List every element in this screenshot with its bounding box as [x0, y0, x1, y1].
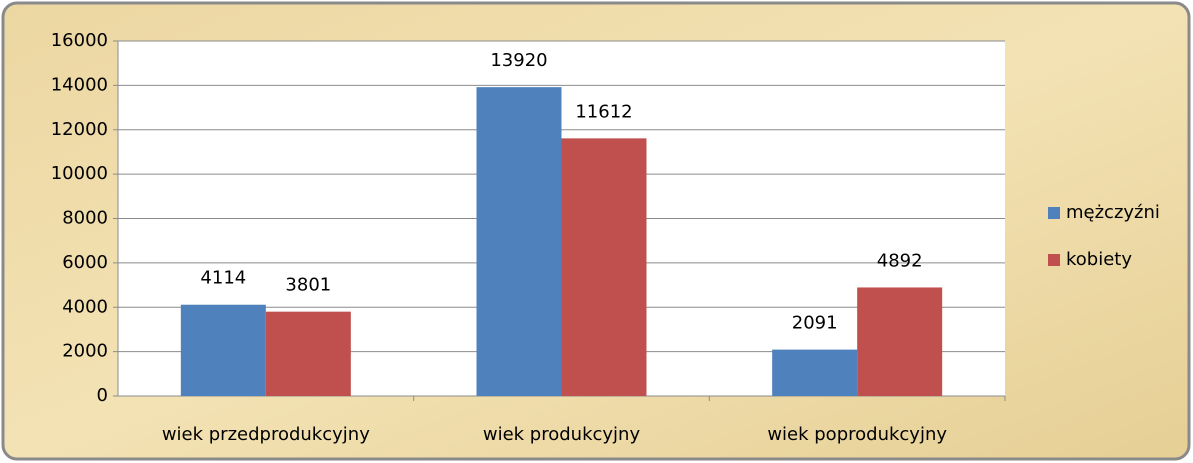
- bar: [265, 311, 351, 396]
- bar: [476, 87, 562, 397]
- legend-swatch: [1048, 207, 1060, 219]
- legend-swatch: [1048, 254, 1060, 266]
- y-tick-label: 6000: [62, 252, 108, 273]
- y-tick-label: 4000: [62, 296, 108, 317]
- x-tick-label: wiek produkcyjny: [483, 424, 641, 445]
- value-label: 11612: [575, 101, 632, 122]
- value-label: 4114: [200, 268, 246, 289]
- legend-label: kobiety: [1066, 249, 1132, 270]
- value-label: 4892: [877, 250, 923, 271]
- bar: [857, 287, 943, 396]
- legend-label: mężczyźni: [1066, 202, 1160, 223]
- x-tick-label: wiek poprodukcyjny: [767, 424, 947, 445]
- y-tick-label: 12000: [51, 119, 108, 140]
- value-label: 3801: [285, 275, 331, 296]
- value-label: 13920: [490, 50, 547, 71]
- y-tick-label: 14000: [51, 74, 108, 95]
- y-tick-label: 8000: [62, 208, 108, 229]
- y-tick-label: 0: [97, 385, 108, 406]
- y-tick-label: 2000: [62, 341, 108, 362]
- bar: [180, 304, 266, 396]
- y-tick-label: 10000: [51, 163, 108, 184]
- y-tick-label: 16000: [51, 30, 108, 51]
- x-tick-label: wiek przedprodukcyjny: [162, 424, 370, 445]
- bar: [561, 138, 647, 396]
- bar: [772, 349, 858, 396]
- value-label: 2091: [792, 313, 838, 334]
